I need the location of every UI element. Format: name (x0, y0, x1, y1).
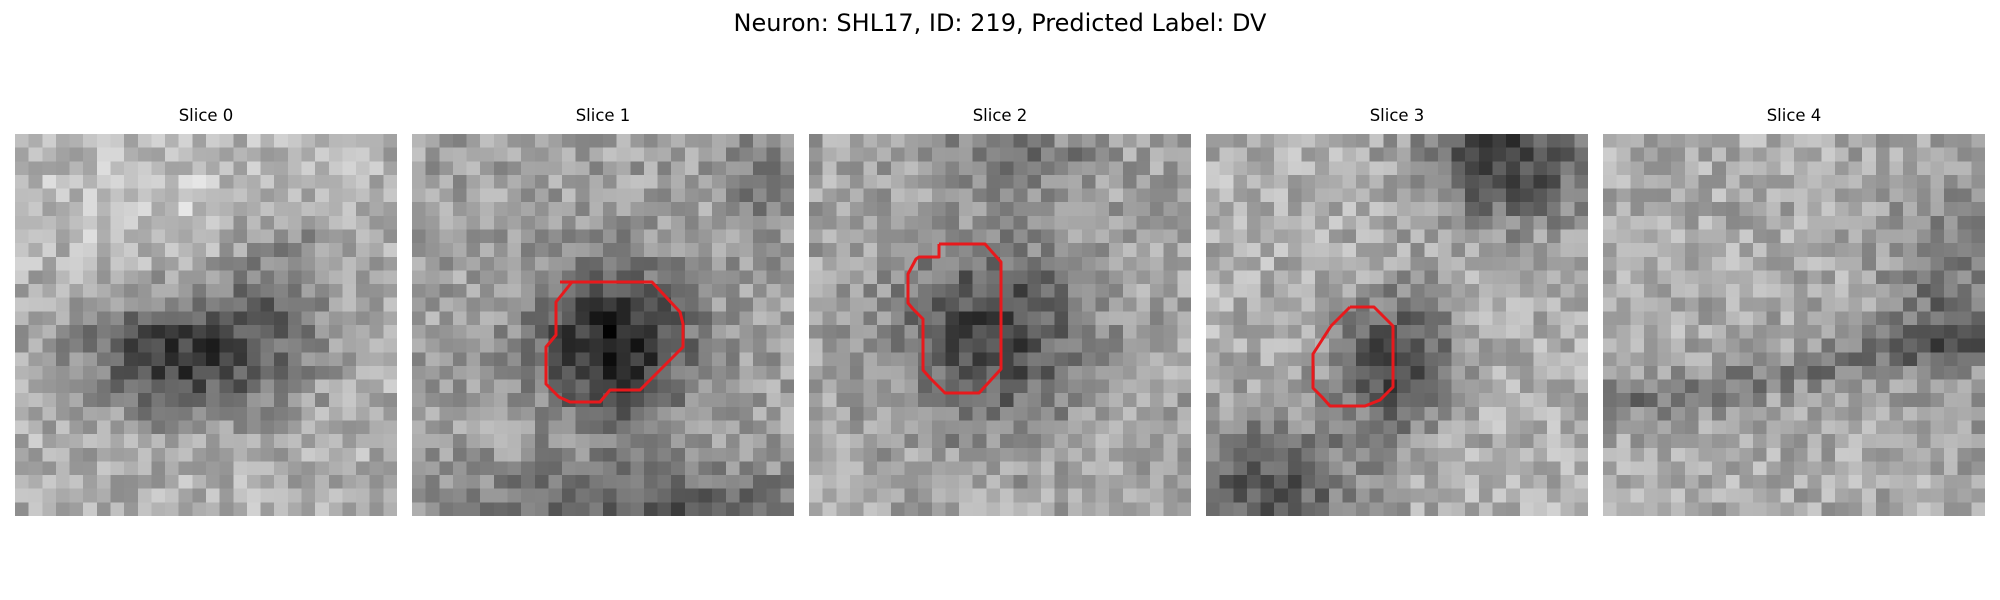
slice-image (412, 134, 794, 516)
figure-title: Neuron: SHL17, ID: 219, Predicted Label:… (733, 9, 1267, 37)
contour-line (1311, 305, 1395, 408)
slice-image (1206, 134, 1588, 516)
roi-contour (906, 242, 1003, 395)
slice-title: Slice 3 (1369, 106, 1425, 125)
contour-line (906, 242, 1003, 395)
slice-title: Slice 4 (1766, 106, 1822, 125)
roi-contour (1311, 305, 1395, 408)
contour-line (544, 280, 685, 404)
slice-image (15, 134, 397, 516)
slice-title: Slice 1 (575, 106, 631, 125)
slice-title: Slice 0 (178, 106, 234, 125)
slice-title: Slice 2 (972, 106, 1028, 125)
slice-image (1603, 134, 1985, 516)
roi-contour (544, 280, 685, 404)
